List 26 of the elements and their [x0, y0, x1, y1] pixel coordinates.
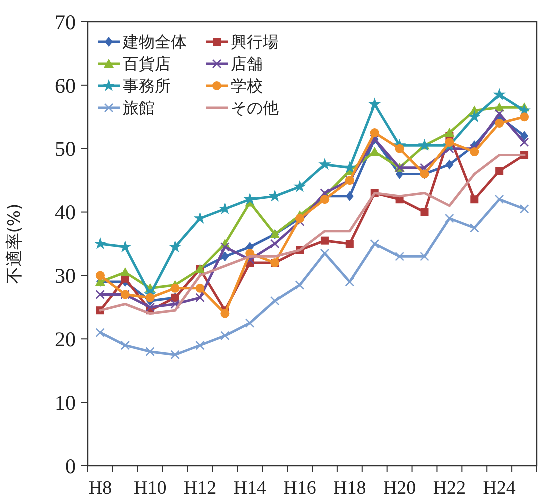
- x-tick-label: H8: [88, 478, 112, 499]
- x-tick-label: H10: [134, 478, 167, 499]
- x-tick-label: H16: [284, 478, 316, 499]
- x-tick-label: H18: [334, 478, 366, 499]
- legend-label: 事務所: [123, 76, 171, 96]
- legend-label: 百貨店: [123, 54, 171, 74]
- legend-label: 店舗: [231, 54, 263, 74]
- x-tick-label: H20: [383, 478, 416, 499]
- y-tick-label: 0: [66, 454, 76, 478]
- legend-label: その他: [231, 98, 279, 118]
- x-tick-label: H22: [433, 478, 466, 499]
- legend-label: 興行場: [231, 32, 279, 52]
- y-tick-label: 10: [55, 390, 76, 415]
- y-axis-title: 不適率(%): [5, 204, 25, 284]
- y-tick-label: 70: [55, 10, 76, 34]
- x-tick-label: H12: [184, 478, 217, 499]
- legend-label: 学校: [231, 76, 263, 96]
- legend-label: 建物全体: [122, 32, 187, 52]
- y-tick-label: 30: [55, 264, 76, 288]
- y-tick-label: 40: [55, 200, 76, 225]
- legend-label: 旅館: [123, 98, 155, 118]
- y-tick-label: 20: [55, 327, 76, 352]
- y-tick-label: 50: [55, 137, 76, 162]
- x-tick-label: H24: [483, 478, 516, 499]
- x-tick-label: H14: [234, 478, 267, 499]
- y-tick-label: 60: [55, 74, 76, 98]
